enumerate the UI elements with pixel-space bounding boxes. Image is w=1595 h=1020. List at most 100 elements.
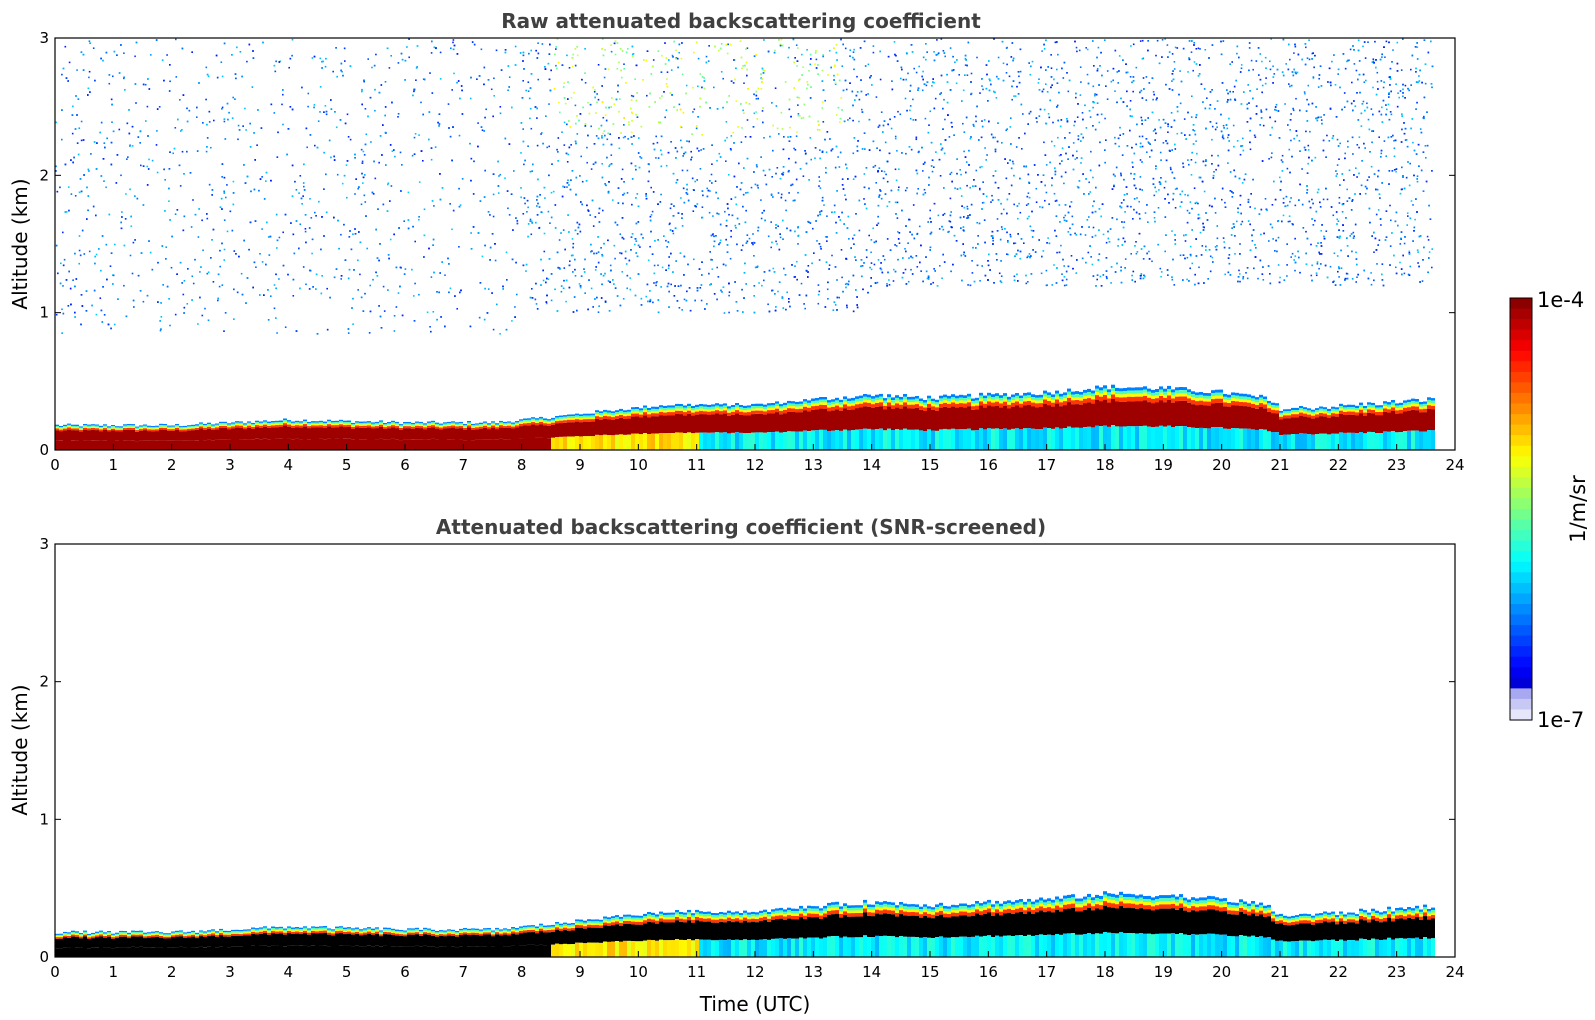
noise-point [921, 89, 924, 92]
heatmap-cell [1395, 405, 1399, 409]
heatmap-cell [1315, 414, 1319, 418]
heatmap-cell [991, 397, 995, 400]
noise-point [1169, 166, 1172, 169]
heatmap-cell [171, 425, 175, 427]
heatmap-cell [71, 425, 75, 428]
heatmap-cell [579, 417, 583, 420]
heatmap-cell [1123, 426, 1127, 450]
noise-point [1410, 200, 1413, 202]
heatmap-cell [1371, 410, 1375, 414]
heatmap-cell [195, 440, 199, 450]
heatmap-cell [839, 407, 843, 411]
heatmap-cell [831, 406, 835, 411]
noise-point [78, 262, 80, 265]
noise-point [1174, 46, 1177, 49]
heatmap-cell [999, 407, 1003, 430]
noise-point [580, 155, 582, 158]
noise-point [1372, 60, 1375, 63]
heatmap-cell [999, 395, 1003, 398]
noise-point [681, 225, 684, 227]
heatmap-cell [355, 422, 359, 424]
noise-point [530, 233, 533, 236]
noise-point [1045, 83, 1047, 85]
noise-point [623, 63, 625, 65]
heatmap-cell [567, 436, 571, 450]
noise-point [949, 197, 952, 200]
heatmap-cell [1427, 402, 1431, 406]
heatmap-cell [1115, 391, 1119, 395]
noise-point [622, 298, 625, 300]
noise-point [1390, 113, 1393, 116]
heatmap-cell [527, 418, 531, 420]
noise-point [639, 156, 641, 158]
heatmap-cell [863, 396, 867, 400]
noise-point [1320, 230, 1322, 232]
noise-point [349, 138, 352, 141]
heatmap-cell [259, 427, 263, 440]
noise-point [923, 188, 926, 191]
heatmap-cell [723, 408, 727, 411]
heatmap-cell [295, 422, 299, 424]
noise-point [393, 330, 396, 332]
heatmap-cell [1123, 394, 1127, 398]
heatmap-cell [1035, 400, 1039, 404]
noise-point [314, 144, 316, 147]
noise-point [797, 113, 800, 115]
heatmap-cell [759, 403, 763, 406]
heatmap-cell [1387, 402, 1391, 405]
noise-point [636, 193, 639, 195]
heatmap-cell [527, 419, 531, 422]
heatmap-cell [1239, 428, 1243, 450]
noise-point [1186, 256, 1189, 259]
noise-point [948, 220, 951, 222]
heatmap-cell [183, 431, 187, 441]
heatmap-cell [599, 413, 603, 416]
heatmap-cell [391, 420, 395, 423]
noise-point [1262, 124, 1265, 127]
noise-point [888, 279, 890, 281]
heatmap-cell [759, 413, 763, 433]
noise-point [876, 281, 879, 284]
heatmap-cell [455, 425, 459, 427]
heatmap-cell [531, 417, 535, 419]
noise-point [1242, 137, 1244, 140]
heatmap-cell [311, 421, 315, 423]
noise-point [1198, 217, 1201, 219]
heatmap-cell [131, 426, 135, 428]
noise-point [1064, 214, 1067, 217]
heatmap-cell [1335, 413, 1339, 417]
noise-point [834, 304, 837, 306]
heatmap-cell [899, 399, 903, 403]
noise-point [78, 249, 81, 252]
heatmap-cell [455, 439, 459, 450]
heatmap-cell [415, 424, 419, 426]
heatmap-cell [1415, 406, 1419, 411]
noise-point [1246, 103, 1248, 106]
heatmap-cell [127, 424, 131, 426]
heatmap-cell [1127, 401, 1131, 427]
noise-point [856, 75, 858, 78]
heatmap-cell [183, 429, 187, 432]
heatmap-cell [1203, 405, 1207, 429]
heatmap-cell [795, 412, 799, 432]
noise-point [1171, 80, 1173, 82]
heatmap-cell [1363, 408, 1367, 411]
heatmap-cell [1151, 398, 1155, 404]
heatmap-cell [259, 422, 263, 425]
noise-point [597, 98, 600, 101]
noise-point [894, 244, 896, 246]
noise-point [776, 243, 778, 245]
heatmap-cell [879, 402, 883, 407]
heatmap-cell [483, 422, 487, 425]
noise-point [756, 165, 758, 168]
heatmap-cell [767, 403, 771, 406]
noise-point [345, 164, 348, 166]
heatmap-cell [539, 420, 543, 422]
noise-point [1286, 275, 1288, 277]
heatmap-cell [1407, 410, 1411, 431]
heatmap-cell [1243, 393, 1247, 397]
noise-point [142, 300, 145, 303]
noise-point [863, 173, 866, 175]
heatmap-cell [1207, 393, 1211, 396]
heatmap-cell [371, 423, 375, 426]
